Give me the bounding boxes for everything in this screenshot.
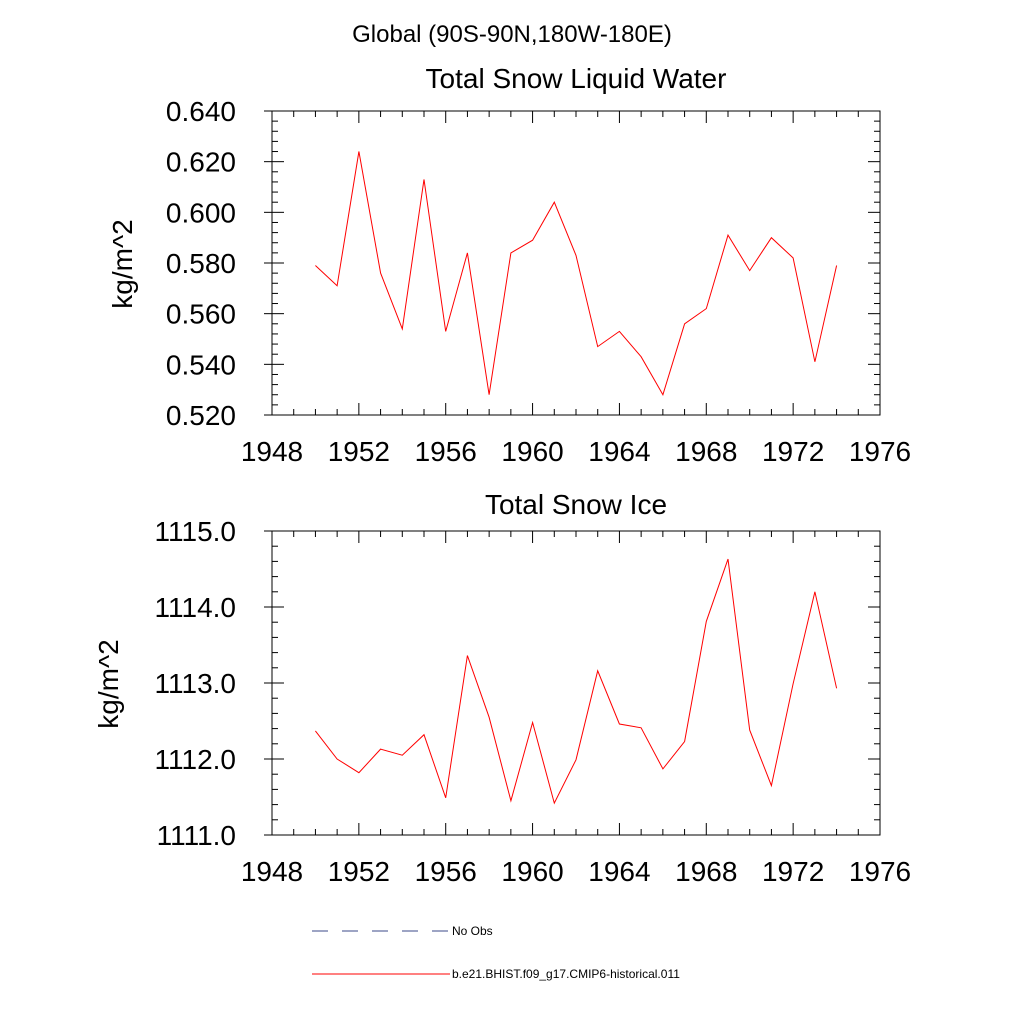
x-tick-label: 1948 xyxy=(241,436,303,467)
y-axis-label: kg/m^2 xyxy=(93,639,124,728)
series-group xyxy=(315,558,838,805)
axis-ticks xyxy=(264,530,881,836)
x-tick-label: 1948 xyxy=(241,856,303,887)
y-tick-label: 0.520 xyxy=(166,400,236,431)
axis-ticks xyxy=(264,110,881,416)
plot-frame xyxy=(271,110,881,416)
figure-suptitle: Global (90S-90N,180W-180E) xyxy=(352,21,672,48)
x-tick-label: 1964 xyxy=(588,436,650,467)
y-tick-label: 1115.0 xyxy=(155,516,236,547)
series-group xyxy=(315,151,838,396)
x-tick-label: 1972 xyxy=(762,856,824,887)
x-tick-label: 1968 xyxy=(675,856,737,887)
y-tick-label: 1113.0 xyxy=(155,668,236,699)
panel-snow-liquid-water: Total Snow Liquid Water kg/m^2 1948 1952 1… xyxy=(107,63,911,467)
y-tick-label: 1111.0 xyxy=(157,820,236,851)
plot-frame xyxy=(271,530,881,836)
legend-item-model-run: b.e21.BHIST.f09_g17.CMIP6-historical.011 xyxy=(312,967,680,981)
legend-label: No Obs xyxy=(452,924,493,938)
y-tick-label: 0.600 xyxy=(166,197,236,228)
y-tick-label: 1114.0 xyxy=(155,592,236,623)
x-tick-label: 1976 xyxy=(849,856,911,887)
series-line xyxy=(315,151,838,396)
x-tick-label: 1956 xyxy=(415,856,477,887)
panel-title: Total Snow Liquid Water xyxy=(426,63,727,94)
x-tick-label: 1956 xyxy=(415,436,477,467)
x-tick-label: 1960 xyxy=(501,436,563,467)
y-tick-label: 0.580 xyxy=(166,248,236,279)
tick-labels: 1948 1952 1956 1960 1964 1968 1972 1976 1111.0 11… xyxy=(155,516,912,887)
x-tick-label: 1972 xyxy=(762,436,824,467)
y-tick-label: 0.640 xyxy=(166,96,236,127)
x-tick-label: 1952 xyxy=(328,436,390,467)
legend-item-no-obs: No Obs xyxy=(312,924,493,938)
x-tick-label: 1968 xyxy=(675,436,737,467)
series-line xyxy=(315,558,838,805)
y-tick-label: 1112.0 xyxy=(155,744,236,775)
x-tick-label: 1964 xyxy=(588,856,650,887)
legend-label: b.e21.BHIST.f09_g17.CMIP6-historical.011 xyxy=(452,967,680,981)
y-tick-label: 0.560 xyxy=(166,299,236,330)
legend: No Obs b.e21.BHIST.f09_g17.CMIP6-histori… xyxy=(312,924,680,981)
panel-title: Total Snow Ice xyxy=(485,489,667,520)
x-tick-label: 1952 xyxy=(328,856,390,887)
y-tick-label: 0.620 xyxy=(166,147,236,178)
y-tick-label: 0.540 xyxy=(166,349,236,380)
panel-snow-ice: Total Snow Ice kg/m^2 1948 1952 1956 1960 19… xyxy=(93,489,911,887)
x-tick-label: 1960 xyxy=(501,856,563,887)
y-axis-label: kg/m^2 xyxy=(107,219,138,308)
tick-labels: 1948 1952 1956 1960 1964 1968 1972 1976 0.520 0.5… xyxy=(166,96,911,467)
x-tick-label: 1976 xyxy=(849,436,911,467)
